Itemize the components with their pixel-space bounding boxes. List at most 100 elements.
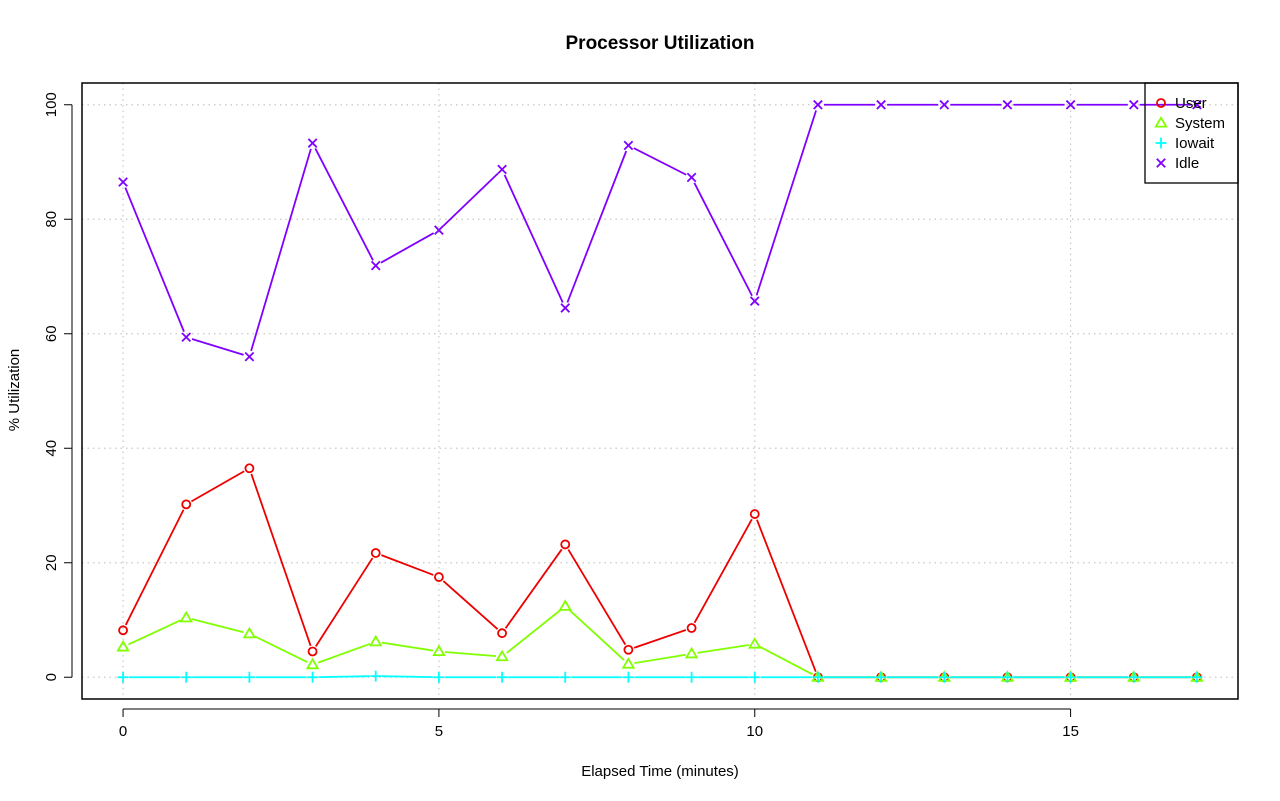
series-idle-point — [560, 303, 571, 313]
axes: 0 5 10 15 0 20 40 60 80 100 — [43, 92, 1079, 740]
series-iowait-point — [370, 670, 382, 682]
series-idle-point — [813, 99, 823, 110]
series-iowait-point — [1065, 671, 1077, 683]
series-system-segment — [317, 642, 371, 664]
series-user-point — [560, 539, 571, 550]
series-iowait-point — [938, 671, 950, 683]
series-idle-segment — [566, 150, 628, 303]
series-system-point — [432, 644, 446, 657]
series-user-point — [434, 572, 444, 582]
series-user-point — [307, 646, 318, 657]
series-system-segment — [759, 646, 814, 676]
chart-title: Processor Utilization — [566, 33, 755, 54]
legend-iowait-label: Iowait — [1175, 135, 1215, 152]
series-iowait-point — [622, 671, 634, 683]
legend-system-key — [1154, 116, 1168, 128]
series-iowait-point — [559, 671, 571, 683]
series-system-segment — [128, 619, 182, 646]
series-iowait-segment — [318, 675, 370, 679]
series-iowait-point — [243, 671, 255, 683]
series-idle-point — [307, 138, 318, 148]
series-idle-segment — [191, 338, 244, 356]
series-user-segment — [633, 629, 687, 649]
series-system-segment — [634, 653, 686, 665]
series-system-point — [747, 637, 762, 649]
series-user-segment — [567, 549, 627, 646]
series-user-segment — [442, 580, 499, 630]
series-system-segment — [254, 635, 308, 663]
series-user-segment — [504, 548, 563, 629]
series-iowait-point — [433, 671, 445, 683]
x-tick-label: 0 — [119, 723, 127, 740]
series-user-segment — [381, 554, 434, 576]
series-idle-point — [623, 140, 634, 151]
legend-user-label: User — [1175, 95, 1207, 112]
x-tick-label: 10 — [746, 723, 763, 740]
series-user-point — [623, 644, 634, 655]
y-tick-label: 20 — [43, 554, 60, 571]
series-system-segment — [381, 641, 434, 652]
y-tick-label: 100 — [43, 92, 60, 117]
series-idle-point — [939, 99, 950, 110]
series-idle-segment — [250, 148, 312, 352]
series-idle-segment — [503, 174, 564, 303]
x-axis-label: Elapsed Time (minutes) — [581, 763, 739, 780]
series-idle — [118, 99, 1202, 362]
series-user-segment — [190, 470, 245, 503]
series-system-point — [305, 657, 320, 670]
series-idle-segment — [755, 110, 817, 296]
series-idle-segment — [693, 182, 753, 297]
series-idle-segment — [314, 148, 374, 261]
y-tick-label: 60 — [43, 325, 60, 342]
legend-iowait-key — [1155, 137, 1167, 149]
series-idle-segment — [442, 172, 499, 227]
x-tick-label: 5 — [435, 723, 443, 740]
series-idle-point — [749, 296, 760, 306]
series-iowait — [117, 670, 1203, 683]
series-group — [116, 99, 1204, 683]
series-idle-point — [1065, 99, 1076, 110]
series-system-segment — [191, 618, 244, 634]
series-system-point — [621, 657, 636, 669]
series-iowait-point — [307, 671, 319, 683]
series-iowait-point — [812, 671, 824, 683]
legend: User System Iowait Idle — [1144, 82, 1239, 184]
series-idle-point — [1192, 99, 1202, 110]
series-system-point — [558, 599, 573, 611]
series-user-segment — [756, 519, 817, 672]
series-idle-segment — [380, 232, 435, 264]
y-tick-label: 80 — [43, 211, 60, 228]
series-user-segment — [693, 518, 753, 624]
series-user-segment — [250, 473, 312, 647]
series-idle-point — [370, 260, 381, 271]
series-user-point — [181, 499, 192, 510]
series-user-segment — [315, 557, 374, 647]
series-idle-point — [686, 172, 697, 183]
series-system-segment — [444, 651, 497, 658]
series-idle-point — [434, 225, 444, 235]
series-idle-segment — [124, 187, 185, 332]
series-idle-point — [1128, 99, 1139, 110]
series-user-point — [686, 623, 697, 633]
plot-frame — [81, 82, 1239, 700]
y-tick-label: 0 — [43, 673, 60, 681]
series-iowait-point — [1128, 671, 1140, 683]
series-system-point — [242, 626, 257, 639]
series-idle-point — [244, 351, 255, 362]
grid-lines — [82, 83, 1238, 699]
series-system-point — [179, 610, 194, 623]
series-user-point — [497, 628, 507, 639]
series-iowait-point — [180, 671, 192, 683]
series-iowait-point — [686, 671, 698, 683]
series-user-point — [244, 463, 255, 474]
series-user-segment — [124, 509, 185, 626]
y-axis-label: % Utilization — [6, 349, 23, 432]
series-iowait-point — [1001, 671, 1013, 683]
legend-user-key — [1156, 98, 1166, 108]
series-user-point — [749, 509, 760, 519]
series-system-segment — [697, 644, 749, 654]
series-system — [116, 599, 1204, 682]
series-idle-point — [181, 332, 192, 343]
